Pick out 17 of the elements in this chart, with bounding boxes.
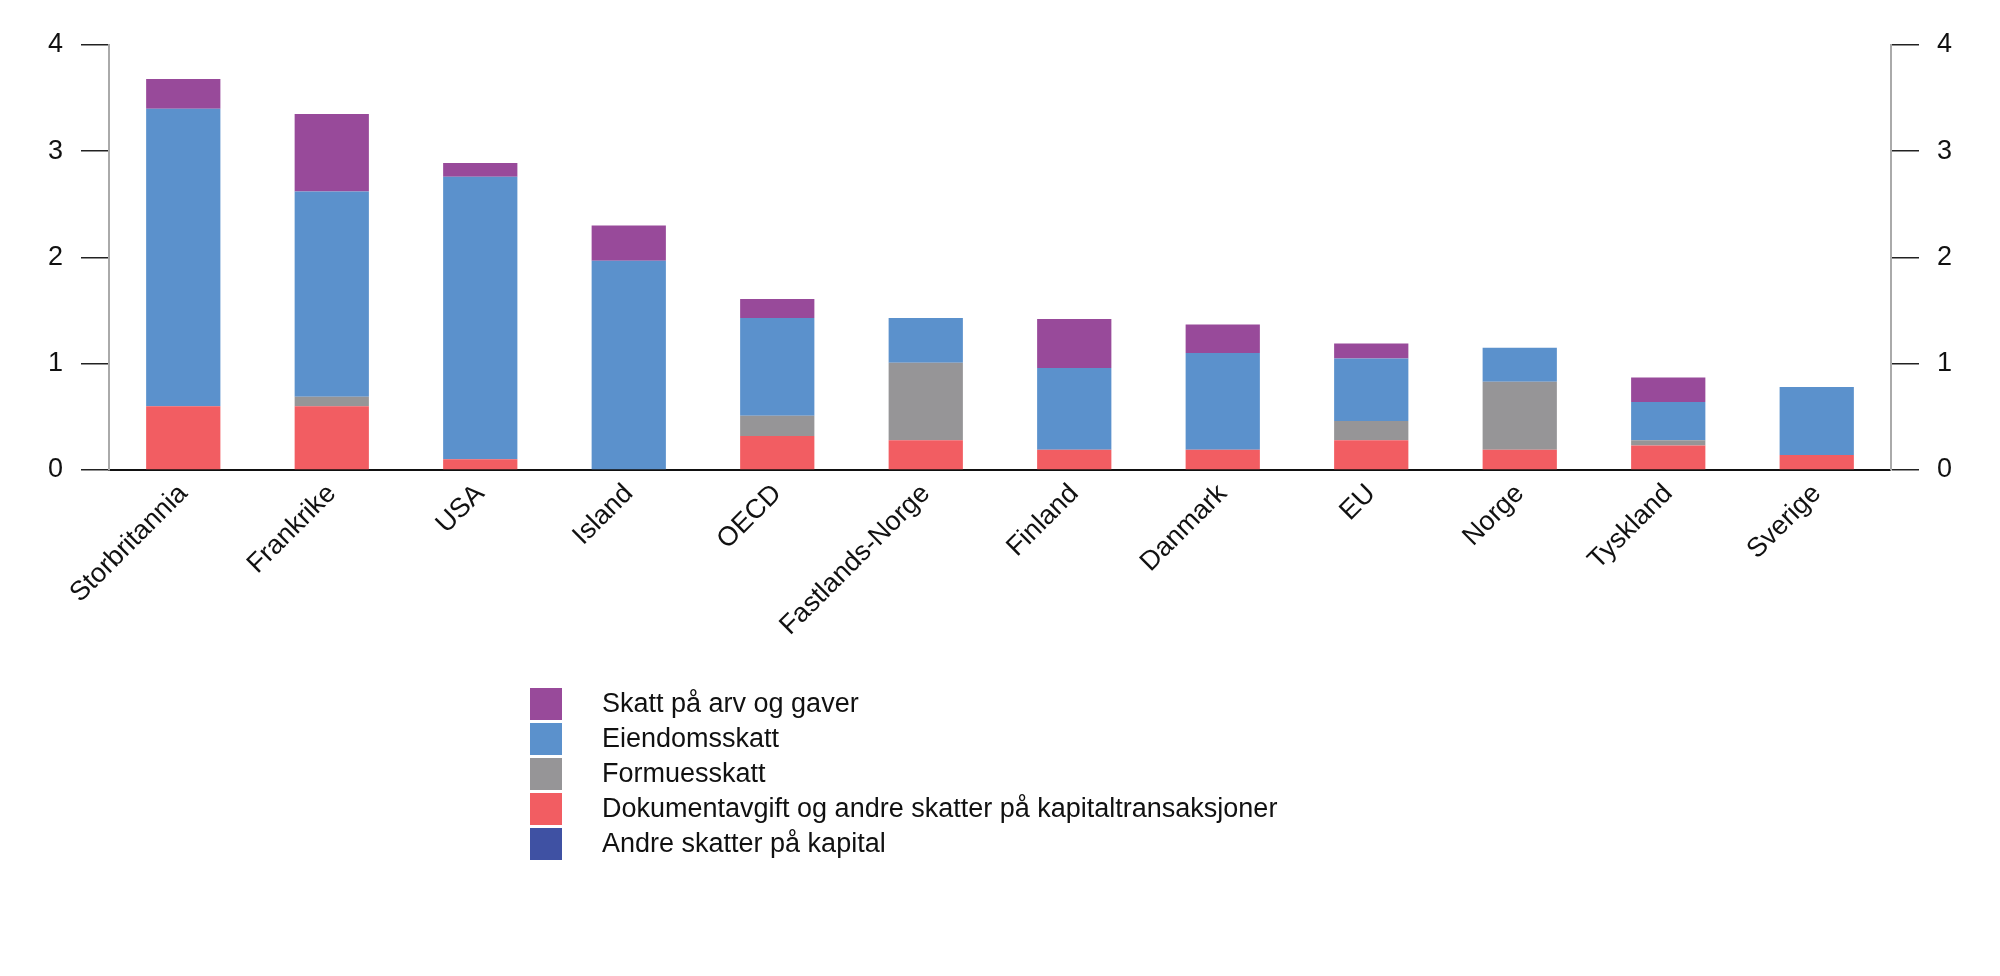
y2-tick-label: 4 [1936,28,1953,59]
y2-tick-label: 0 [1936,453,1953,484]
x-tick-label: EU [1333,477,1381,526]
y-tick-label: 2 [47,240,64,271]
x-tick-label: USA [429,477,490,539]
y-tick-label: 0 [47,453,64,484]
y2-tick-label: 3 [1936,134,1953,165]
legend-label: Skatt på arv og gaver [602,688,859,719]
legend-label: Andre skatter på kapital [602,828,886,859]
y-tick-label: 1 [47,347,64,378]
y2-tick-label: 2 [1936,240,1953,271]
y-tick-label: 4 [47,28,64,59]
y2-tick-label: 1 [1936,347,1953,378]
y-tick-label: 3 [47,134,64,165]
legend-label: Dokumentavgift og andre skatter på kapitaltransaksjoner [602,793,1278,824]
legend-label: Eiendomsskatt [602,723,780,754]
legend-label: Formuesskatt [602,758,766,789]
